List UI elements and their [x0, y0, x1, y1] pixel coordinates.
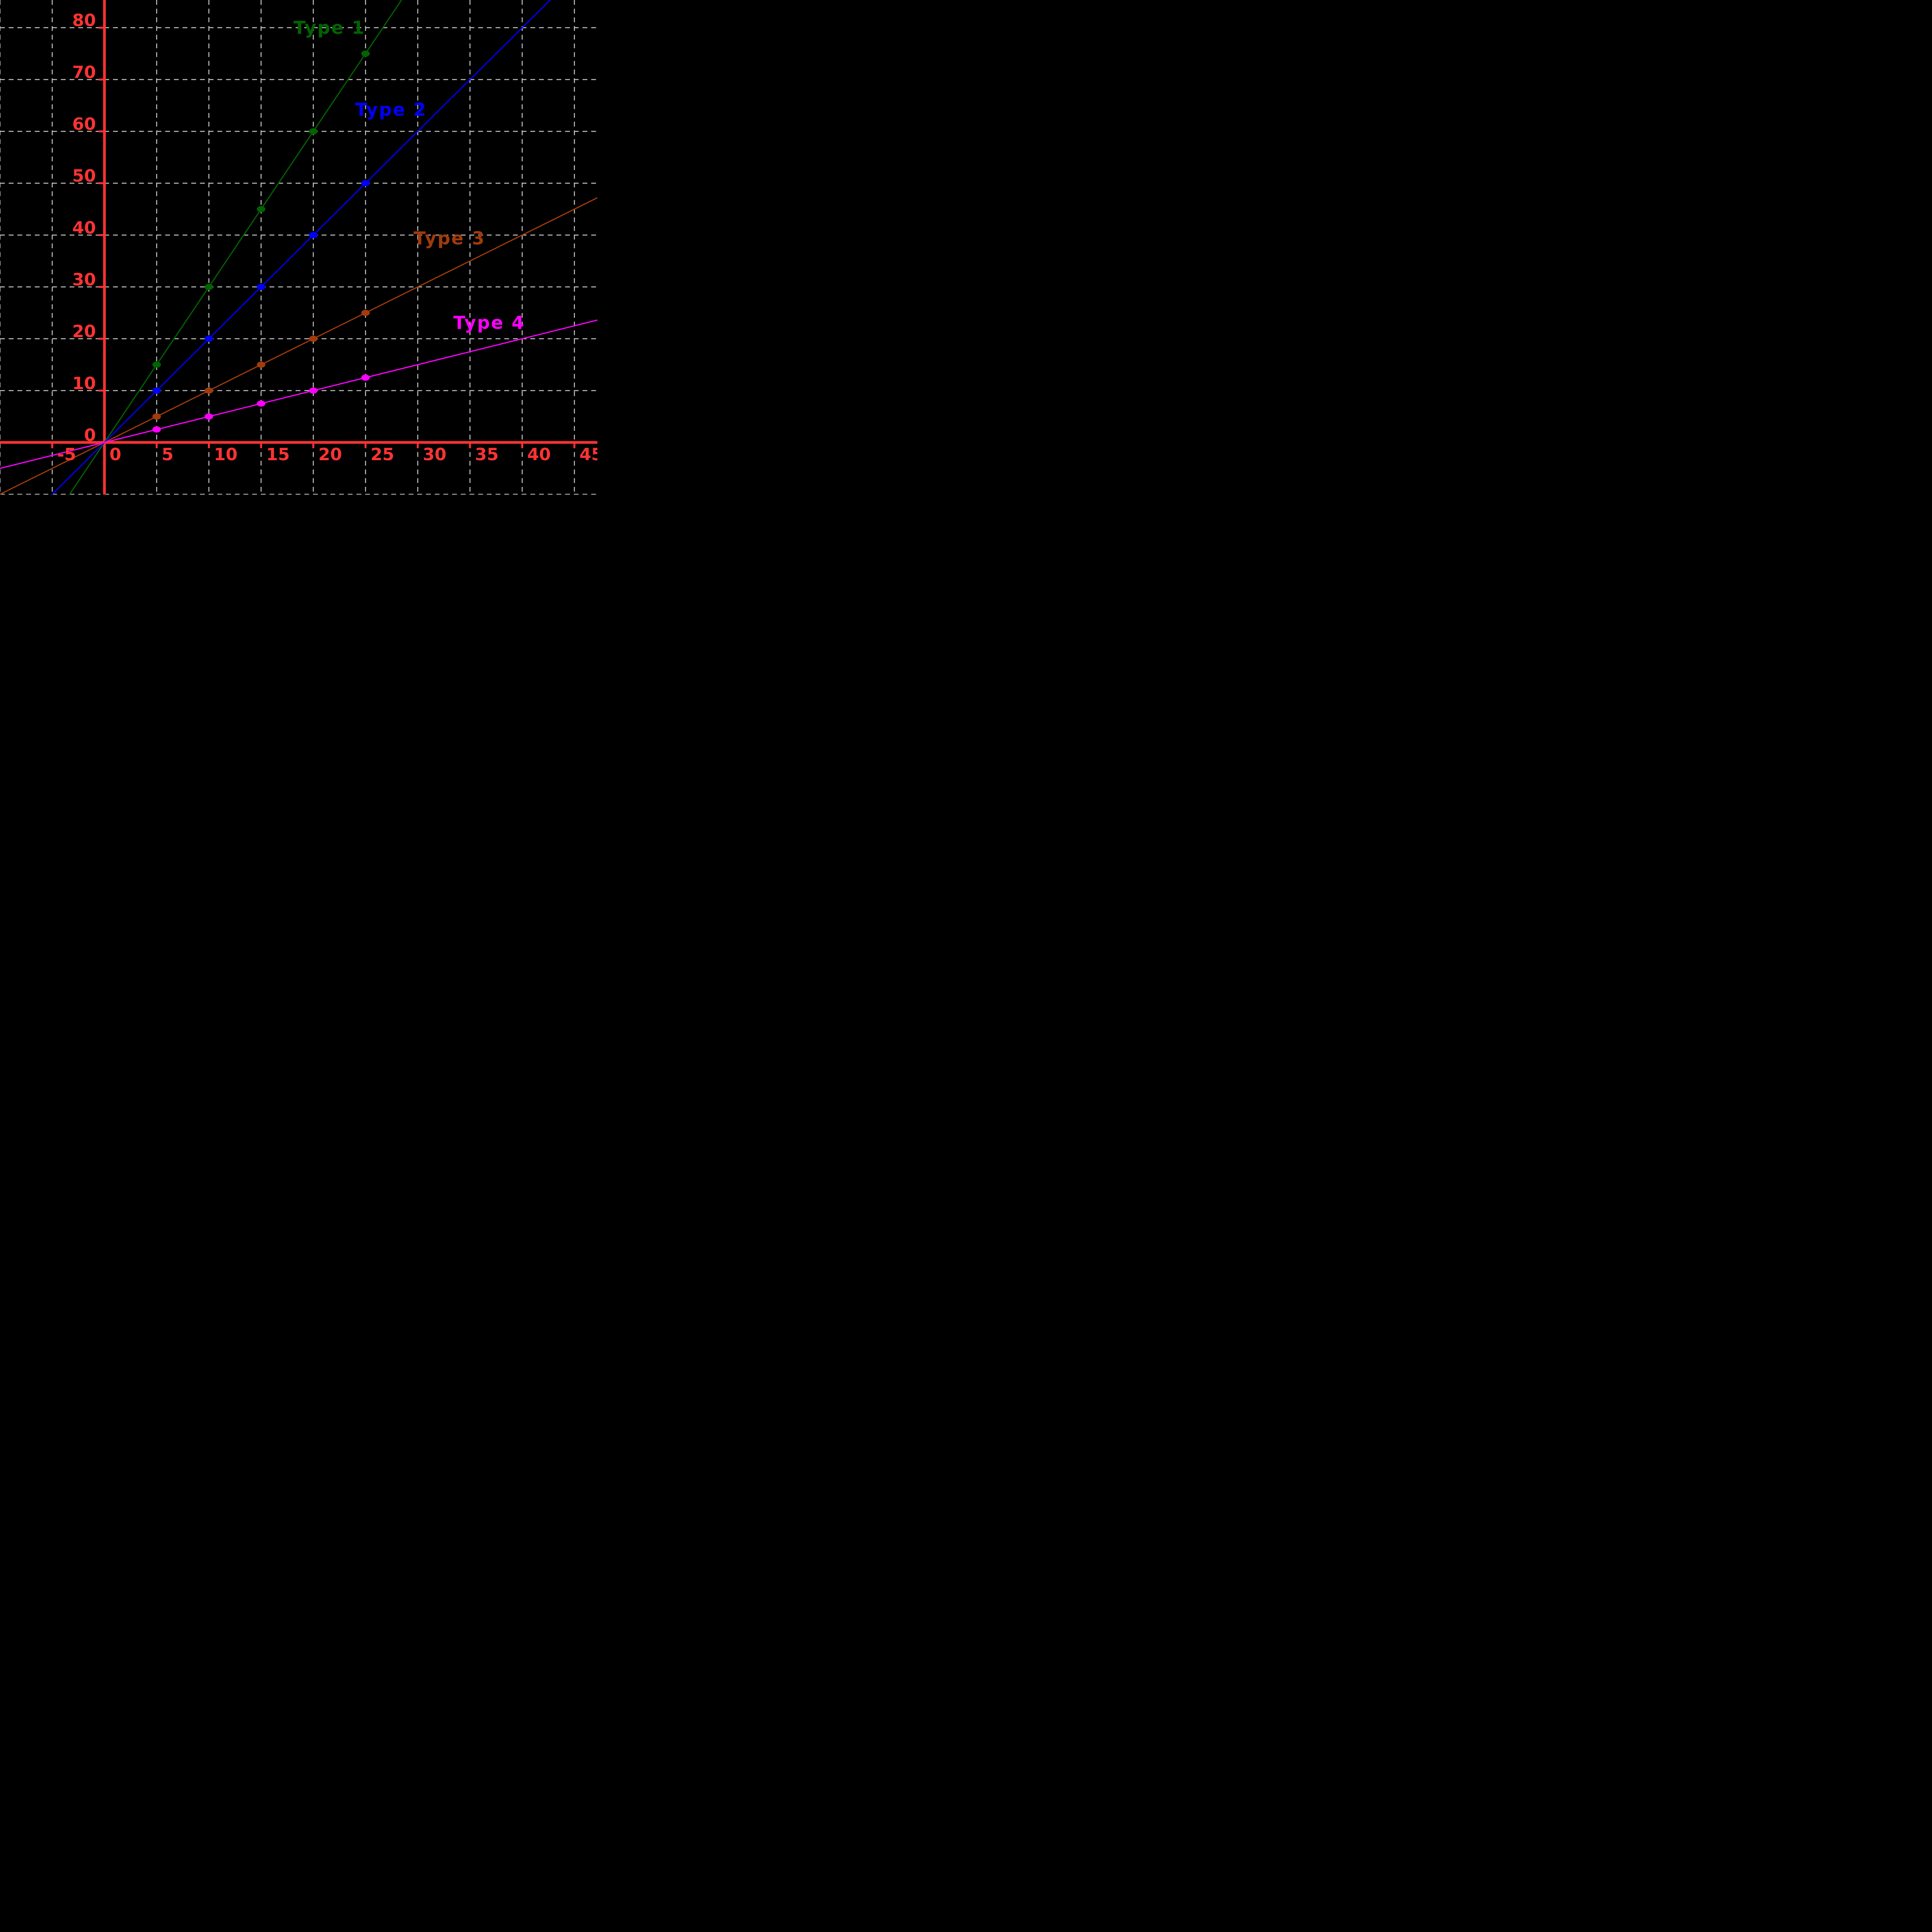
series-line-type-4: [0, 319, 597, 469]
series-line-type-3: [0, 197, 597, 495]
x-tick-label-20: 20: [318, 445, 342, 464]
data-point-type-1-x10: [204, 284, 213, 290]
data-point-type-1-x15: [257, 206, 265, 213]
y-tick-label-80: 80: [72, 11, 96, 31]
data-point-type-2-x10: [204, 335, 213, 342]
y-tick-label-30: 30: [72, 270, 96, 290]
y-tick-label-40: 40: [72, 218, 96, 238]
series-label-type-4: Type 4: [453, 312, 525, 333]
data-point-type-1-x20: [309, 128, 318, 134]
data-point-type-2-x5: [152, 387, 161, 394]
line-chart-figure: -5 0 5 10 15 20 25 30 35 40 45 0 10 20 30 40 50 60 70 80 Typ…: [0, 0, 597, 495]
series-label-type-2: Type 2: [355, 99, 427, 120]
data-point-type-1-x25: [361, 50, 370, 57]
data-point-type-4-x15: [257, 400, 265, 407]
series-label-type-1: Type 1: [293, 17, 365, 38]
y-tick-label-70: 70: [72, 63, 96, 82]
data-point-type-2-x15: [257, 284, 265, 290]
y-tick-label-10: 10: [72, 374, 96, 393]
data-point-type-4-x25: [361, 374, 370, 381]
x-tick-label-5: 5: [162, 445, 173, 464]
series-label-type-3: Type 3: [413, 228, 485, 248]
data-point-type-4-x10: [204, 413, 213, 420]
series-line-type-2: [51, 0, 551, 495]
y-tick-label-50: 50: [72, 166, 96, 186]
x-tick-label-0: 0: [109, 445, 121, 464]
data-point-type-1-x5: [152, 361, 161, 368]
x-tick-label-35: 35: [475, 445, 498, 464]
data-point-type-3-x25: [361, 310, 370, 316]
data-point-type-3-x10: [204, 387, 213, 394]
y-tick-label-0: 0: [84, 425, 96, 445]
data-point-type-2-x25: [361, 180, 370, 187]
data-point-type-4-x5: [152, 426, 161, 433]
x-tick-label-45: 45: [580, 445, 597, 464]
x-tick-label--5: -5: [57, 445, 76, 464]
page-root: -5 0 5 10 15 20 25 30 35 40 45 0 10 20 30 40 50 60 70 80 Typ…: [0, 0, 597, 495]
y-tick-label-20: 20: [72, 322, 96, 342]
x-tick-label-30: 30: [423, 445, 446, 464]
data-point-type-4-x20: [309, 387, 318, 394]
x-tick-label-25: 25: [371, 445, 394, 464]
y-tick-label-60: 60: [72, 114, 96, 134]
data-point-type-3-x15: [257, 361, 265, 368]
x-tick-label-10: 10: [214, 445, 238, 464]
chart-svg: -5 0 5 10 15 20 25 30 35 40 45 0 10 20 30 40 50 60 70 80 Typ…: [0, 0, 597, 495]
x-tick-label-15: 15: [266, 445, 290, 464]
x-tick-label-40: 40: [527, 445, 551, 464]
data-point-type-3-x20: [309, 335, 318, 342]
data-point-type-3-x5: [152, 413, 161, 420]
data-point-type-2-x20: [309, 232, 318, 238]
series-line-type-1: [68, 0, 402, 495]
